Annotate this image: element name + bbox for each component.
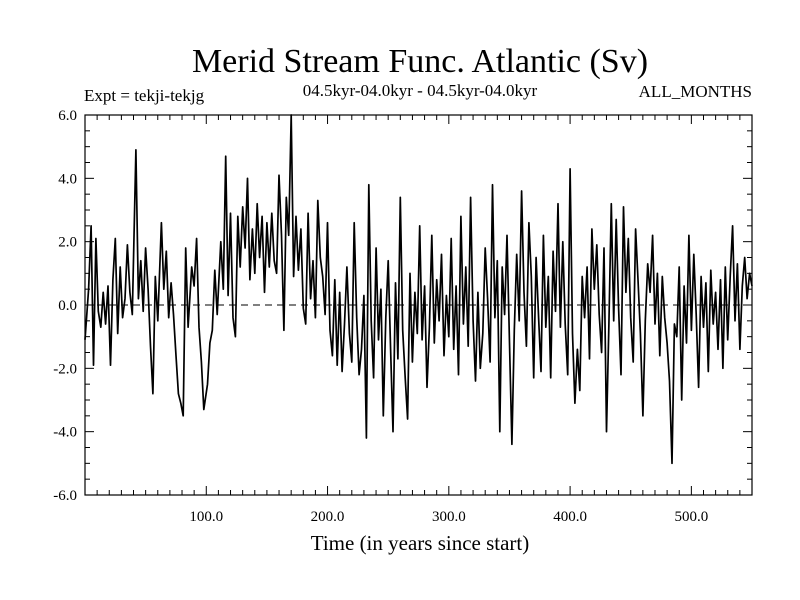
x-tick-label: 400.0 (553, 509, 587, 525)
y-tick-label: 2.0 (58, 235, 77, 251)
x-tick-label: 500.0 (674, 509, 708, 525)
y-tick-label: 0.0 (58, 298, 77, 314)
chart-title: Merid Stream Func. Atlantic (Sv) (192, 43, 648, 80)
x-axis-label: Time (in years since start) (311, 531, 530, 555)
y-tick-label: -4.0 (53, 425, 77, 441)
x-tick-label: 200.0 (311, 509, 345, 525)
y-tick-label: 4.0 (58, 171, 77, 187)
y-tick-label: 6.0 (58, 108, 77, 124)
experiment-label: Expt = tekji-tekjg (84, 86, 205, 105)
x-tick-label: 100.0 (189, 509, 223, 525)
x-axis-ticks: 100.0 200.0 300.0 400.0 500.0 (96, 115, 741, 525)
period-label: 04.5kyr-04.0kyr - 04.5kyr-04.0kyr (303, 81, 538, 100)
y-tick-label: -6.0 (53, 488, 77, 504)
plot-frame (84, 114, 753, 496)
series-line (84, 114, 753, 465)
x-tick-label: 300.0 (432, 509, 466, 525)
y-tick-label: -2.0 (53, 361, 77, 377)
months-label: ALL_MONTHS (639, 82, 752, 101)
